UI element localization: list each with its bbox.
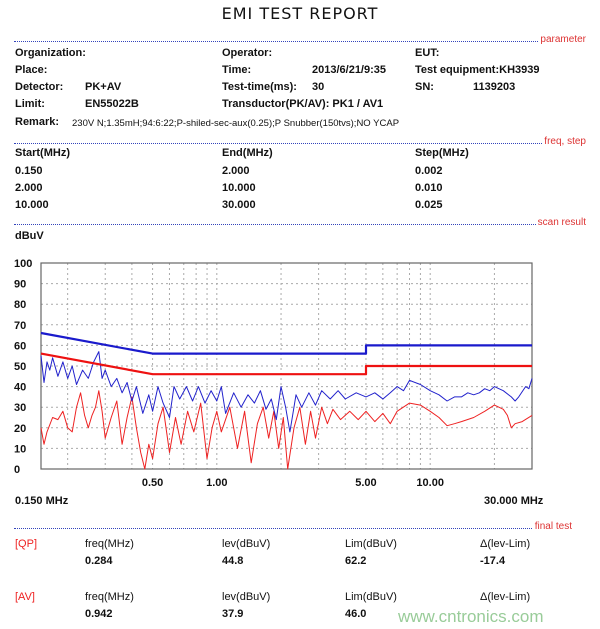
operator-label: Operator: [222, 47, 273, 59]
final-test-header: Lim(dBuV) [345, 538, 397, 550]
x-min-label: 0.150 MHz [15, 495, 69, 507]
final-test-tag: [AV] [15, 591, 35, 603]
section-label-scan-result: scan result [535, 217, 586, 228]
series-qp-limit-line [40, 331, 532, 355]
final-test-value: -17.4 [480, 555, 506, 567]
final-test-value: 0.284 [85, 555, 113, 567]
y-tick-label: 20 [14, 423, 26, 435]
x-tick-label: 10.00 [416, 477, 444, 489]
series-pk-line [40, 351, 533, 433]
final-test-header: lev(dBuV) [222, 591, 271, 603]
watermark: www.cntronics.com [398, 607, 544, 626]
separator-parameter [14, 41, 586, 42]
remark-value: 230V N;1.35mH;94:6:22;P-shiled-sec-aux(0… [72, 118, 400, 129]
series-av-limit-line [40, 352, 532, 376]
separator-final-test [14, 528, 572, 529]
y-tick-label: 80 [14, 299, 26, 311]
y-tick-label: 0 [14, 464, 20, 476]
final-test-value: 37.9 [222, 608, 244, 620]
freq-cell: 30.000 [222, 199, 256, 211]
time-label: Time: [222, 64, 252, 76]
final-test-header: freq(MHz) [85, 591, 134, 603]
remark-label: Remark: [15, 116, 60, 128]
freq-cell: 0.025 [415, 199, 443, 211]
y-tick-label: 90 [14, 279, 26, 291]
transductor: Transductor(PK/AV): PK1 / AV1 [222, 98, 384, 110]
place-label: Place: [15, 64, 48, 76]
freq-cell: 0.002 [415, 165, 443, 177]
test-time-label: Test-time(ms): [222, 81, 297, 93]
final-test-value: 46.0 [345, 608, 367, 620]
emi-scan-chart: 0 10 20 30 40 50 60 70 80 90 100 0.50 1.00 5.00 10.00 [14, 258, 533, 489]
time-value: 2013/6/21/9:35 [312, 64, 387, 76]
x-tick-label: 5.00 [355, 477, 376, 489]
y-tick-label: 70 [14, 320, 26, 332]
x-tick-label: 1.00 [206, 477, 227, 489]
detector-label: Detector: [15, 81, 64, 93]
sn-label: SN: [415, 81, 434, 93]
section-label-freq-step: freq, step [542, 136, 586, 147]
section-label-final-test: final test [532, 521, 572, 532]
limit-value: EN55022B [85, 98, 139, 110]
y-tick-label: 50 [14, 361, 26, 373]
final-test-tag: [QP] [15, 538, 38, 550]
final-test-header: Lim(dBuV) [345, 591, 397, 603]
y-tick-label: 10 [14, 443, 26, 455]
sn-value: 1139203 [473, 81, 516, 93]
final-test-value: 0.942 [85, 608, 113, 620]
y-tick-label: 60 [14, 340, 26, 352]
final-test-header: Δ(lev-Lim) [480, 591, 531, 603]
limit-label: Limit: [15, 98, 45, 110]
final-test-header: Δ(lev-Lim) [480, 538, 531, 550]
freq-cell: 10.000 [15, 199, 49, 211]
final-test-value: 44.8 [222, 555, 244, 567]
freq-header: End(MHz) [222, 147, 273, 159]
final-test-header: freq(MHz) [85, 538, 134, 550]
y-tick-label: 40 [14, 382, 26, 394]
series-av-line [40, 390, 533, 470]
x-tick-label: 0.50 [142, 477, 163, 489]
freq-cell: 0.010 [415, 182, 443, 194]
organization-label: Organization: [15, 47, 86, 59]
separator-scan-result [14, 224, 586, 225]
freq-header: Step(MHz) [415, 147, 469, 159]
x-max-label: 30.000 MHz [484, 495, 544, 507]
eut-label: EUT: [415, 47, 440, 59]
test-equipment: Test equipment:KH3939 [415, 64, 540, 76]
freq-cell: 2.000 [15, 182, 43, 194]
final-test-header: lev(dBuV) [222, 538, 271, 550]
freq-cell: 2.000 [222, 165, 250, 177]
freq-cell: 10.000 [222, 182, 256, 194]
freq-cell: 0.150 [15, 165, 43, 177]
y-tick-label: 100 [14, 258, 32, 270]
final-test-value: 62.2 [345, 555, 367, 567]
test-time-value: 30 [312, 81, 325, 93]
freq-header: Start(MHz) [15, 147, 70, 159]
report-title: EMI TEST REPORT [221, 4, 379, 23]
section-label-parameter: parameter [538, 34, 586, 45]
detector-value: PK+AV [85, 81, 122, 93]
y-axis-label: dBuV [15, 230, 44, 242]
separator-freq-step [14, 143, 586, 144]
y-tick-label: 30 [14, 402, 26, 414]
